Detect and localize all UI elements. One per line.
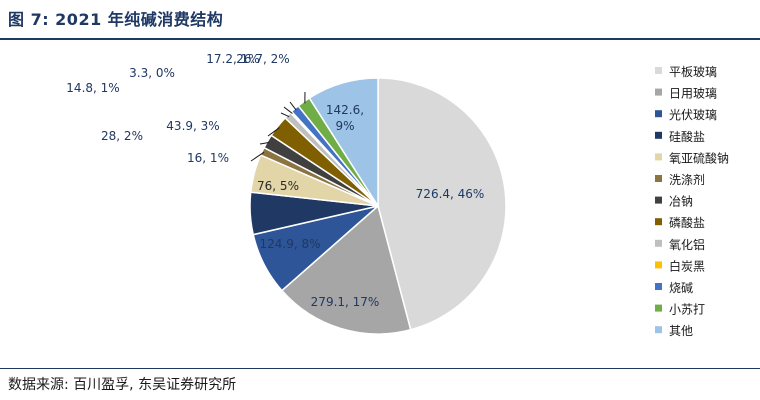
legend: 平板玻璃日用玻璃光伏玻璃硅酸盐氧亚硫酸钠洗涤剂冶钠磷酸盐氧化铝白炭黑烧碱小苏打其… <box>655 65 729 338</box>
legend-swatch-13 <box>655 326 662 334</box>
slice-label-10: 3.3, 0% <box>129 66 175 80</box>
legend-label-13: 其他 <box>669 324 693 338</box>
slice-label-2: 279.1, 17% <box>311 295 380 309</box>
legend-label-3: 光伏玻璃 <box>669 108 717 122</box>
legend-swatch-5 <box>655 153 662 161</box>
leader-lines <box>250 91 306 162</box>
legend-label-4: 硅酸盐 <box>669 129 705 144</box>
slice-label-1: 726.4, 46% <box>416 187 485 201</box>
legend-label-6: 洗涤剂 <box>669 172 705 187</box>
slice-label-9: 14.8, 1% <box>66 81 119 95</box>
legend-swatch-11 <box>655 283 662 290</box>
legend-label-9: 氧化铝 <box>669 237 705 252</box>
slice-label-6: 16, 1% <box>187 151 229 165</box>
pie-slice-2 <box>280 204 412 335</box>
legend-label-5: 氧亚硫酸钠 <box>669 150 729 165</box>
pie-slice-13 <box>308 77 379 209</box>
slice-label-8: 43.9, 3% <box>166 119 219 133</box>
slice-label-13: 142.6, 9% <box>326 103 364 133</box>
pie-chart: 726.4, 46% 279.1, 17% 124.9, 8% 84, 5% 76, 5… <box>66 52 729 338</box>
slice-label-5: 76, 5% <box>257 179 299 193</box>
legend-label-7: 冶钠 <box>669 194 693 209</box>
source-note: 数据来源: 百川盈孚, 东吴证券研究所 <box>8 377 237 393</box>
slice-labels: 726.4, 46% 279.1, 17% 124.9, 8% 84, 5% 76, 5… <box>66 52 484 309</box>
legend-swatch-12 <box>655 304 662 312</box>
pie-slices <box>249 77 507 335</box>
legend-label-12: 小苏打 <box>669 303 705 317</box>
chart-title: 图 7: 2021 年纯碱消费结构 <box>8 10 224 29</box>
slice-label-11: 17.2, 1% <box>206 52 259 66</box>
legend-label-8: 磷酸盐 <box>669 215 705 230</box>
slice-label-4: 84, 5% <box>254 206 296 220</box>
slice-label-12: 26.7, 2% <box>236 52 289 66</box>
leader-line-6 <box>250 151 265 162</box>
legend-swatch-2 <box>655 88 662 96</box>
legend-swatch-1 <box>655 67 662 74</box>
leader-line-8 <box>267 127 280 137</box>
legend-swatch-7 <box>655 196 662 204</box>
legend-swatch-8 <box>655 218 662 226</box>
leader-line-11 <box>289 101 297 111</box>
leader-line-10 <box>283 106 293 114</box>
legend-swatch-6 <box>655 175 662 182</box>
legend-swatch-9 <box>655 239 662 247</box>
leader-line-9 <box>280 112 290 118</box>
legend-label-10: 白炭黑 <box>669 258 705 273</box>
leader-line-7 <box>259 141 270 145</box>
legend-swatch-4 <box>655 131 662 139</box>
slice-label-7: 28, 2% <box>101 129 143 143</box>
slice-label-3: 124.9, 8% <box>259 237 320 251</box>
legend-label-2: 日用玻璃 <box>669 87 717 101</box>
legend-swatch-3 <box>655 110 662 118</box>
title-divider <box>0 38 760 40</box>
legend-label-11: 烧碱 <box>669 281 693 295</box>
source-divider <box>0 368 760 369</box>
legend-swatch-10 <box>655 261 662 269</box>
legend-label-1: 平板玻璃 <box>669 65 717 79</box>
pie-slice-1 <box>377 77 507 331</box>
